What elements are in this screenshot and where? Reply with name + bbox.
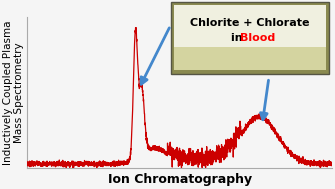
Y-axis label: Inductively Coupled Plasma
Mass Spectrometry: Inductively Coupled Plasma Mass Spectrom…: [3, 20, 24, 165]
Text: Chlorite + Chlorate: Chlorite + Chlorate: [190, 18, 310, 28]
FancyBboxPatch shape: [171, 2, 329, 74]
Text: in: in: [231, 33, 247, 43]
Text: Blood: Blood: [240, 33, 275, 43]
FancyBboxPatch shape: [174, 5, 326, 70]
X-axis label: Ion Chromatography: Ion Chromatography: [108, 173, 252, 186]
FancyBboxPatch shape: [174, 5, 326, 47]
